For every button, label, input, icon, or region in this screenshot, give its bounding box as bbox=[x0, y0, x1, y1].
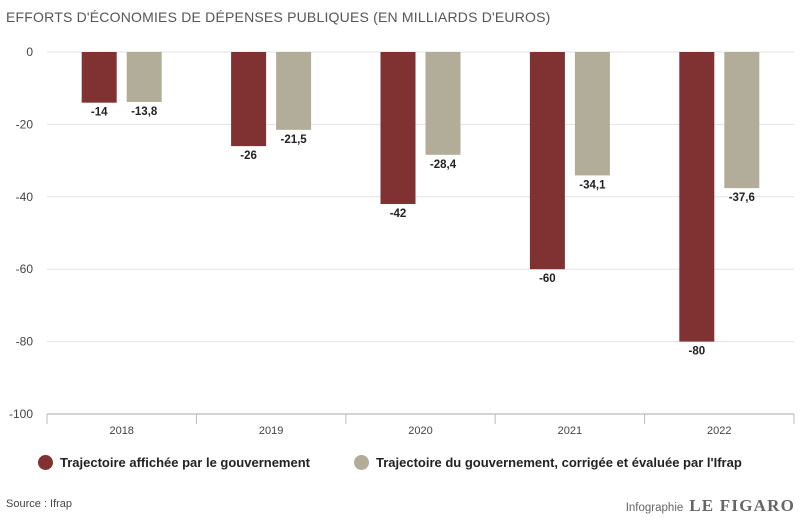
y-tick-label: 0 bbox=[26, 45, 33, 59]
credit: Infographie LE FIGARO bbox=[626, 496, 795, 516]
x-tick-label: 2020 bbox=[408, 425, 432, 437]
y-tick-label: -20 bbox=[16, 117, 34, 131]
data-label: -14 bbox=[91, 107, 108, 119]
credit-brand-logo: LE FIGARO bbox=[689, 496, 795, 515]
bar bbox=[679, 52, 715, 342]
bar bbox=[276, 52, 312, 130]
credit-prefix: Infographie bbox=[625, 502, 684, 514]
x-tick-label: 2022 bbox=[707, 425, 731, 437]
bar bbox=[529, 52, 565, 270]
data-label: -80 bbox=[688, 346, 705, 358]
x-tick-label: 2019 bbox=[259, 425, 283, 437]
x-axis: 2018 2019 2020 2021 2022 bbox=[46, 413, 795, 437]
bars: -14 -13,8 -26 -21,5 -42 -28,4 -60 -34,1 -80 -37,6 bbox=[81, 52, 760, 358]
data-label: -34,1 bbox=[579, 179, 606, 191]
x-tick-label: 2018 bbox=[109, 425, 133, 437]
legend-swatch-government bbox=[38, 455, 53, 470]
data-label: -42 bbox=[390, 208, 407, 220]
data-label: -26 bbox=[240, 150, 257, 162]
bar bbox=[231, 52, 267, 147]
source-note: Source : Ifrap bbox=[6, 498, 73, 510]
legend-item-government: Trajectoire affichée par le gouvernement bbox=[38, 455, 310, 470]
data-label: -60 bbox=[539, 273, 556, 285]
data-label: -28,4 bbox=[430, 159, 457, 171]
bar bbox=[425, 52, 461, 155]
bar-chart: 0 -20 -40 -60 -80 -100 -14 -13,8 -26 -21,5 -42 -28… bbox=[9, 45, 795, 437]
bar bbox=[574, 52, 610, 176]
y-tick-label: -60 bbox=[16, 262, 34, 276]
data-label: -21,5 bbox=[280, 134, 307, 146]
y-tick-label: -80 bbox=[16, 335, 34, 349]
gridlines bbox=[47, 51, 794, 415]
y-axis: 0 -20 -40 -60 -80 -100 bbox=[9, 45, 33, 421]
y-tick-label: -40 bbox=[16, 190, 34, 204]
bar bbox=[126, 52, 162, 102]
bar bbox=[724, 52, 760, 189]
chart-title: EFFORTS D'ÉCONOMIES DE DÉPENSES PUBLIQUE… bbox=[6, 9, 551, 25]
y-tick-label: -100 bbox=[9, 407, 33, 421]
legend: Trajectoire affichée par le gouvernement… bbox=[38, 455, 786, 470]
legend-label-government: Trajectoire affichée par le gouvernement bbox=[60, 455, 310, 470]
legend-label-ifrap: Trajectoire du gouvernement, corrigée et… bbox=[375, 455, 742, 470]
bar bbox=[81, 52, 117, 103]
data-label: -37,6 bbox=[729, 192, 755, 204]
data-label: -13,8 bbox=[131, 106, 158, 118]
legend-swatch-ifrap bbox=[353, 455, 369, 470]
legend-item-ifrap: Trajectoire du gouvernement, corrigée et… bbox=[353, 455, 742, 470]
x-tick-label: 2021 bbox=[558, 425, 582, 437]
bar bbox=[380, 52, 416, 205]
